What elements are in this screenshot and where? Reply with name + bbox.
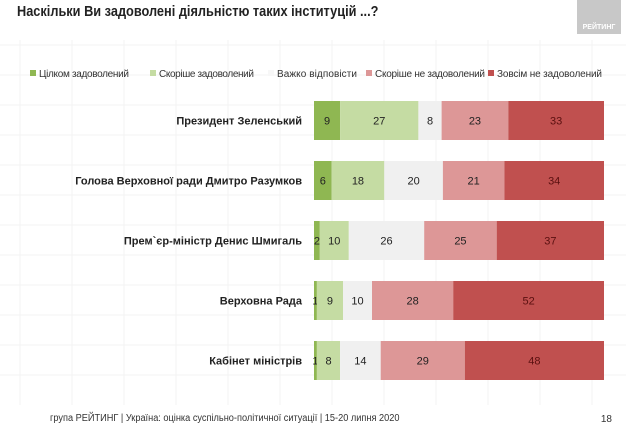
data-label: 1	[312, 356, 318, 368]
legend-swatch	[30, 70, 36, 76]
data-label: 25	[454, 236, 466, 248]
bar-segment	[453, 281, 604, 320]
data-label: 23	[469, 116, 481, 128]
data-label: 34	[548, 176, 560, 188]
data-label: 27	[373, 116, 385, 128]
bar-segment	[372, 281, 454, 320]
bar-segment	[380, 341, 465, 380]
bar-segment	[314, 221, 320, 260]
footer-text: група РЕЙТИНГ | Україна: оцінка суспільн…	[50, 413, 400, 424]
data-label: 20	[407, 176, 419, 188]
data-label: 26	[380, 236, 392, 248]
data-label: 8	[325, 356, 331, 368]
chart-title: Наскільки Ви задоволені діяльністю таких…	[17, 4, 379, 20]
data-label: 8	[427, 116, 433, 128]
legend-swatch	[366, 70, 372, 76]
data-label: 10	[351, 296, 363, 308]
rating-logo: РЕЙТИНГ	[577, 0, 621, 34]
data-label: 28	[406, 296, 418, 308]
bar-segment	[418, 101, 442, 140]
data-label: 9	[327, 296, 333, 308]
category-label: Кабінет міністрів	[209, 356, 302, 368]
bar-segment	[314, 101, 341, 140]
bar-segment	[314, 161, 332, 200]
bar-segment	[340, 101, 419, 140]
bar-segment	[424, 221, 497, 260]
data-label: 1	[312, 296, 318, 308]
bar-segment	[384, 161, 443, 200]
bar-segment	[441, 101, 509, 140]
bar-segment	[314, 281, 317, 320]
bar-segment	[331, 161, 385, 200]
bar-segment	[343, 281, 372, 320]
bar-segment	[340, 341, 381, 380]
data-label: 14	[354, 356, 366, 368]
data-label: 2	[314, 236, 320, 248]
bar-segment	[504, 161, 604, 200]
data-label: 6	[320, 176, 326, 188]
legend-swatch	[268, 70, 274, 76]
category-label: Президент Зеленський	[176, 116, 302, 128]
logo-text: РЕЙТИНГ	[582, 24, 616, 31]
data-label: 33	[550, 116, 562, 128]
category-label: Верховна Рада	[220, 296, 303, 308]
data-label: 18	[352, 176, 364, 188]
bar-segment	[464, 341, 604, 380]
bar-segment	[316, 341, 341, 380]
category-label: Прем`єр-міністр Денис Шмигаль	[124, 236, 302, 248]
bar-segment	[314, 341, 317, 380]
bar-segment	[442, 161, 505, 200]
data-label: 37	[544, 236, 556, 248]
bar-segment	[316, 281, 343, 320]
data-label: 52	[522, 296, 534, 308]
data-label: 29	[417, 356, 429, 368]
data-label: 21	[468, 176, 480, 188]
category-label: Голова Верховної ради Дмитро Разумков	[75, 176, 302, 188]
bar-segment	[496, 221, 604, 260]
legend-label: Скоріше не задоволений	[375, 69, 485, 80]
legend-label: Скоріше задоволений	[159, 69, 254, 80]
data-label: 9	[324, 116, 330, 128]
data-label: 48	[528, 356, 540, 368]
page-number: 18	[600, 414, 612, 425]
legend-label: Важко відповісти	[277, 69, 357, 80]
legend-label: Зовсім не задоволений	[497, 69, 602, 80]
bar-segment	[508, 101, 604, 140]
bar-segment	[348, 221, 425, 260]
legend-label: Цілком задоволений	[39, 69, 129, 80]
legend-swatch	[488, 70, 494, 76]
bar-segment	[319, 221, 349, 260]
legend-swatch	[150, 70, 156, 76]
data-label: 10	[328, 236, 340, 248]
